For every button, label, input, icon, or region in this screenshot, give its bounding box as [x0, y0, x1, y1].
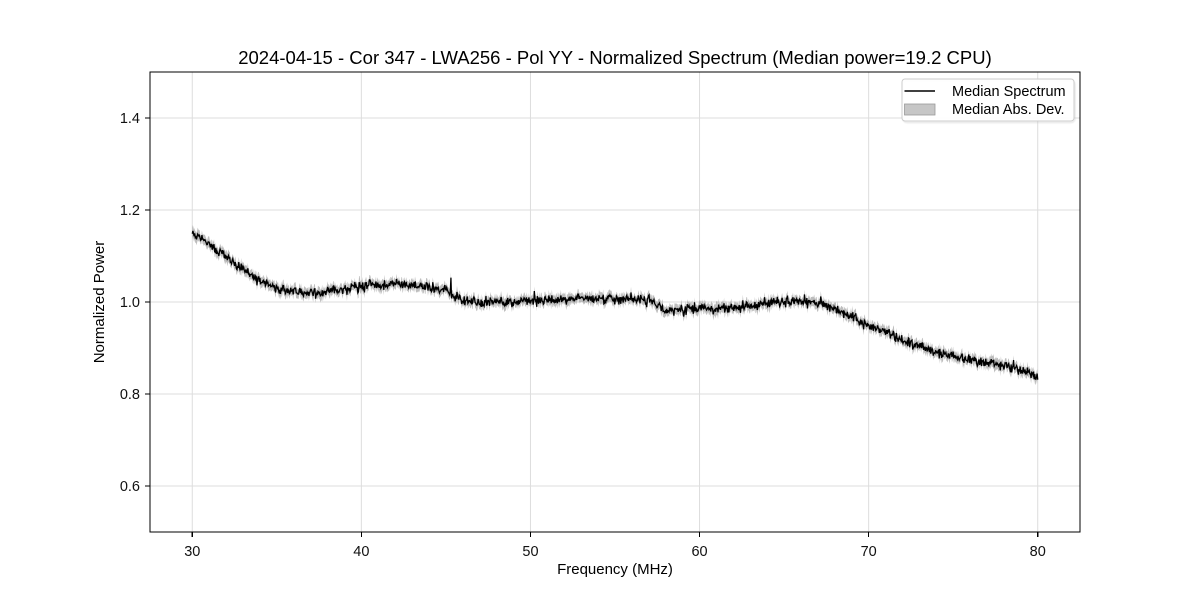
svg-text:0.6: 0.6	[120, 479, 140, 495]
svg-text:80: 80	[1030, 544, 1046, 560]
svg-text:0.8: 0.8	[120, 387, 140, 403]
svg-text:60: 60	[691, 544, 707, 560]
svg-text:1.4: 1.4	[120, 111, 140, 127]
svg-text:50: 50	[522, 544, 538, 560]
svg-text:1.0: 1.0	[120, 295, 140, 311]
svg-text:70: 70	[861, 544, 877, 560]
svg-text:40: 40	[353, 544, 369, 560]
svg-text:Frequency (MHz): Frequency (MHz)	[557, 561, 673, 578]
svg-text:2024-04-15 - Cor 347 - LWA256: 2024-04-15 - Cor 347 - LWA256 - Pol YY -…	[238, 47, 992, 68]
svg-text:30: 30	[184, 544, 200, 560]
svg-text:1.2: 1.2	[120, 203, 140, 219]
svg-text:Normalized Power: Normalized Power	[91, 241, 108, 364]
svg-text:Median Spectrum: Median Spectrum	[952, 84, 1066, 100]
svg-text:Median Abs. Dev.: Median Abs. Dev.	[952, 102, 1065, 118]
